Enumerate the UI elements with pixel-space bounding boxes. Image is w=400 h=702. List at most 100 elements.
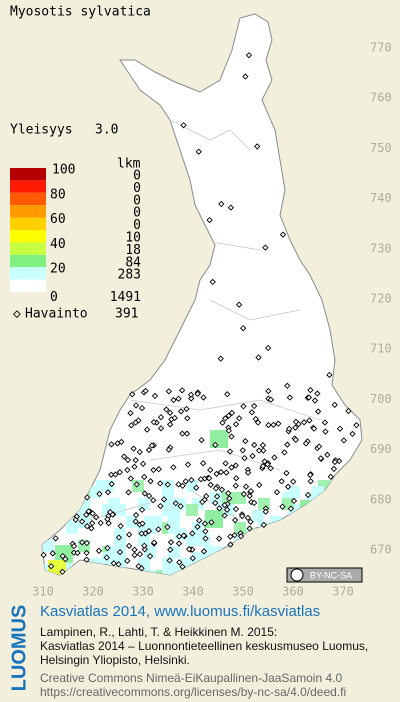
observation — [141, 542, 148, 549]
observation — [246, 492, 253, 499]
observation — [97, 519, 104, 527]
observation-label: Havainto — [25, 307, 88, 322]
observation — [260, 521, 267, 528]
observation — [245, 52, 253, 59]
observation — [207, 466, 214, 474]
observation — [145, 446, 153, 454]
observation — [317, 455, 324, 462]
observation — [180, 122, 187, 129]
shade-cell — [114, 504, 126, 516]
observation — [175, 540, 183, 547]
observation — [222, 415, 229, 422]
observation — [326, 371, 333, 379]
observation — [195, 148, 202, 155]
observation — [290, 478, 297, 485]
observation — [176, 559, 183, 566]
shade-cell — [186, 504, 198, 516]
observation — [225, 427, 232, 434]
observation — [340, 437, 347, 444]
observation — [244, 469, 252, 476]
observation — [150, 497, 157, 504]
shade-cell — [162, 504, 174, 516]
observation — [125, 489, 132, 496]
observation — [239, 447, 246, 454]
observation — [259, 463, 267, 470]
observation — [284, 441, 291, 448]
observation — [267, 396, 274, 403]
observation — [246, 525, 253, 532]
observation — [110, 560, 117, 567]
observation — [198, 436, 205, 444]
observation — [255, 447, 263, 454]
observation — [83, 556, 90, 563]
observation — [231, 517, 239, 524]
observation — [128, 422, 135, 429]
legend-count: 0 — [133, 181, 141, 196]
shade-cell — [162, 570, 174, 575]
observation — [327, 473, 334, 480]
observation — [232, 505, 240, 513]
observation — [83, 523, 91, 530]
observation — [218, 486, 226, 493]
northing-label: 680 — [370, 492, 392, 506]
observation — [237, 533, 245, 540]
observation — [202, 535, 209, 542]
observation — [83, 549, 90, 557]
observation — [78, 518, 86, 525]
observation — [178, 387, 186, 394]
observation — [228, 409, 236, 417]
observation — [221, 512, 228, 519]
observation — [217, 468, 225, 476]
observation — [330, 465, 338, 473]
shade-cell — [186, 534, 198, 546]
species-title: Myosotis sylvatica — [10, 5, 151, 20]
observation — [194, 523, 201, 531]
observation — [226, 448, 234, 455]
observation — [155, 466, 162, 473]
easting-label: 340 — [182, 585, 204, 599]
observation — [281, 449, 288, 456]
legend-label: 60 — [50, 212, 66, 227]
observation — [175, 395, 182, 402]
observation — [188, 395, 195, 402]
observation — [125, 542, 133, 549]
observation — [182, 478, 189, 485]
shade-cell — [252, 510, 264, 522]
badge-box — [286, 567, 363, 583]
observation — [255, 354, 262, 361]
northing-label: 750 — [370, 141, 392, 155]
observation — [231, 532, 238, 539]
observation — [199, 460, 207, 467]
observation — [300, 419, 308, 426]
observation — [49, 550, 56, 557]
observation — [224, 391, 231, 398]
observation — [213, 470, 220, 478]
observation — [108, 441, 115, 448]
observation — [240, 325, 247, 332]
observation — [141, 546, 148, 553]
observation — [172, 500, 179, 507]
observation — [175, 481, 182, 488]
observation — [264, 461, 271, 468]
observation — [142, 387, 149, 395]
observation — [167, 546, 174, 553]
observation — [242, 73, 249, 80]
observation — [89, 510, 96, 517]
observation — [138, 530, 145, 537]
observation — [227, 204, 235, 211]
observation — [183, 430, 191, 437]
observation — [307, 471, 314, 479]
legend-count: 283 — [118, 268, 141, 283]
observation — [239, 512, 246, 520]
observation — [160, 496, 168, 503]
observation — [118, 438, 125, 446]
observation — [108, 480, 115, 488]
shade-cell — [55, 545, 73, 563]
observation — [185, 546, 193, 553]
shade-cell — [108, 546, 120, 558]
observation — [171, 414, 178, 422]
observation — [223, 469, 230, 476]
observation — [232, 462, 239, 469]
observation — [139, 460, 147, 467]
observation — [247, 487, 255, 495]
